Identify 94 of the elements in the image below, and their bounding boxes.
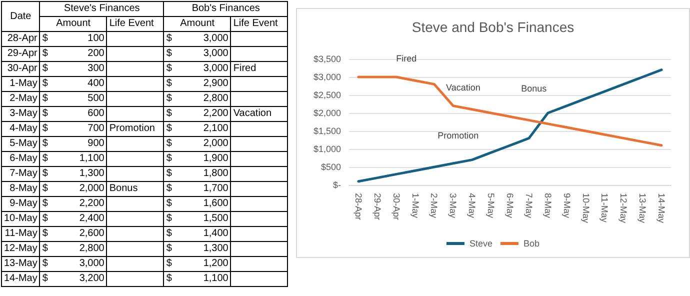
- text: Steve's Finances: [40, 2, 164, 16]
- x-tick-label: 6-May: [505, 193, 515, 219]
- category-label: 30-Apr: [7, 63, 38, 74]
- text: $ 1,900: [166, 153, 228, 164]
- text: $ 2,800: [42, 243, 104, 254]
- x-tick-label: 8-May: [542, 193, 553, 219]
- text: $ 400: [42, 78, 104, 89]
- text: Promotion: [109, 123, 155, 134]
- y-tick-label: $2,000: [313, 108, 341, 118]
- text: Vacation: [233, 108, 272, 119]
- text: $ 1,500: [166, 213, 228, 224]
- x-tick-label: 13-May: [638, 193, 648, 224]
- text: $ 100: [42, 33, 104, 44]
- text: $ 3,000: [166, 33, 228, 44]
- chart-title: Steve and Bob's Finances: [412, 19, 574, 35]
- category-label: 11-May: [4, 228, 38, 239]
- text: $ 1,100: [166, 273, 228, 284]
- category-label: 4-May: [10, 123, 38, 134]
- text: $ 2,200: [166, 108, 228, 119]
- annotation: Vacation: [446, 82, 480, 92]
- annotation: Promotion: [438, 130, 479, 140]
- text: $ 300: [42, 63, 104, 74]
- x-tick-label: 10-May: [580, 193, 591, 224]
- text: $ 2,800: [166, 93, 228, 104]
- y-tick-label: $1,500: [313, 126, 341, 136]
- text: $ 1,800: [166, 168, 228, 179]
- legend-label: Steve: [469, 238, 492, 248]
- x-tick-label: 1-May: [410, 193, 420, 219]
- y-tick-label: $500: [320, 162, 341, 172]
- annotation: Bonus: [521, 84, 548, 94]
- category-label: 2-May: [10, 93, 38, 104]
- text: $ 200: [42, 48, 104, 59]
- text: $ 1,200: [166, 258, 228, 269]
- text: $ 2,400: [42, 213, 104, 224]
- category-label: 7-May: [10, 168, 38, 179]
- y-tick-label: $3,000: [313, 72, 341, 82]
- text: $ 2,200: [42, 198, 104, 209]
- text: $ 1,300: [166, 243, 228, 254]
- text: $ 3,200: [42, 273, 104, 284]
- text: $ 2,000: [42, 183, 104, 194]
- category-label: 8-May: [10, 183, 38, 194]
- x-tick-label: 12-May: [618, 193, 629, 224]
- x-tick-label: 30-Apr: [391, 193, 402, 220]
- text: $ 3,000: [166, 63, 228, 74]
- y-tick-label: $-: [332, 180, 341, 190]
- y-tick-label: $2,500: [313, 90, 341, 100]
- x-tick-label: 7-May: [524, 193, 534, 219]
- text: $ 1,100: [42, 153, 104, 164]
- text: Amount: [56, 18, 91, 29]
- line-series: [357, 76, 663, 147]
- text: $ 2,000: [166, 138, 228, 149]
- x-tick-label: 5-May: [486, 193, 496, 219]
- text: Bob's Finances: [164, 2, 288, 16]
- text: Life Event: [230, 16, 288, 32]
- text: $ 3,000: [166, 48, 228, 59]
- text: $ 600: [42, 108, 104, 119]
- line-series: [357, 68, 663, 183]
- text: $ 1,400: [166, 228, 228, 239]
- category-label: 12-May: [4, 243, 38, 254]
- text: Bonus: [109, 183, 138, 194]
- text: Life Event: [109, 18, 154, 29]
- text: $ 2,900: [166, 78, 228, 89]
- category-label: 3-May: [10, 108, 38, 119]
- text: $ 2,100: [166, 123, 228, 134]
- x-tick-label: 14-May: [656, 193, 667, 224]
- category-label: 6-May: [10, 153, 38, 164]
- text: $ 2,600: [42, 228, 104, 239]
- category-label: 1-May: [10, 78, 38, 89]
- text: $ 1,600: [166, 198, 228, 209]
- text: $ 500: [42, 93, 104, 104]
- y-tick-label: $3,500: [313, 54, 341, 64]
- text: $ 900: [42, 138, 104, 149]
- text: Date: [2, 2, 40, 32]
- text: $ 3,000: [42, 258, 104, 269]
- category-label: 29-Apr: [7, 48, 38, 59]
- category-label: 28-Apr: [7, 33, 38, 44]
- text: $ 1,700: [166, 183, 228, 194]
- category-label: 13-May: [4, 258, 38, 269]
- legend-label: Bob: [524, 238, 540, 248]
- x-tick-label: 3-May: [448, 193, 458, 219]
- x-tick-label: 29-Apr: [372, 193, 382, 220]
- x-tick-label: 2-May: [429, 193, 440, 219]
- category-label: 14-May: [4, 273, 38, 284]
- text: $ 1,300: [42, 168, 104, 179]
- annotation: Fired: [396, 54, 417, 64]
- category-label: 5-May: [10, 138, 38, 149]
- text: Fired: [233, 63, 256, 74]
- x-tick-label: 28-Apr: [353, 193, 364, 220]
- y-tick-label: $1,000: [313, 144, 341, 154]
- x-tick-label: 11-May: [600, 193, 610, 223]
- text: Amount: [164, 16, 231, 32]
- x-tick-label: 4-May: [467, 193, 478, 219]
- x-tick-label: 9-May: [562, 193, 572, 219]
- text: $ 700: [42, 123, 104, 134]
